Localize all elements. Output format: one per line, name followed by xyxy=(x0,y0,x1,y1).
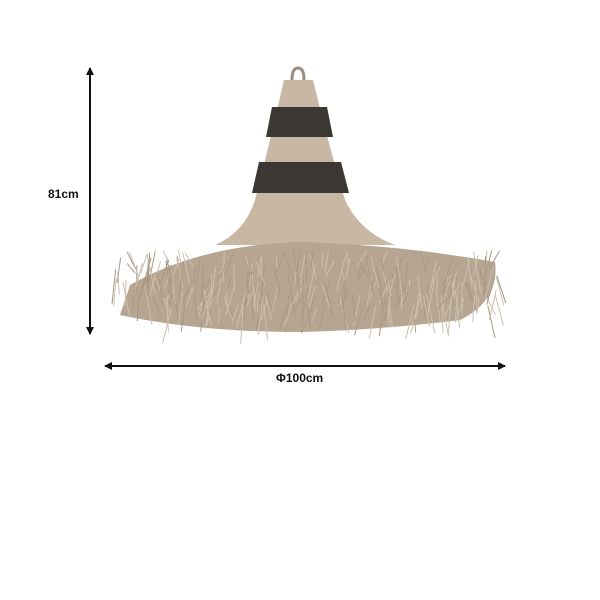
fringe xyxy=(111,242,507,344)
height-label: 81cm xyxy=(48,187,79,201)
lamp-shade-icon xyxy=(111,66,507,344)
diameter-label: Φ100cm xyxy=(276,371,324,385)
